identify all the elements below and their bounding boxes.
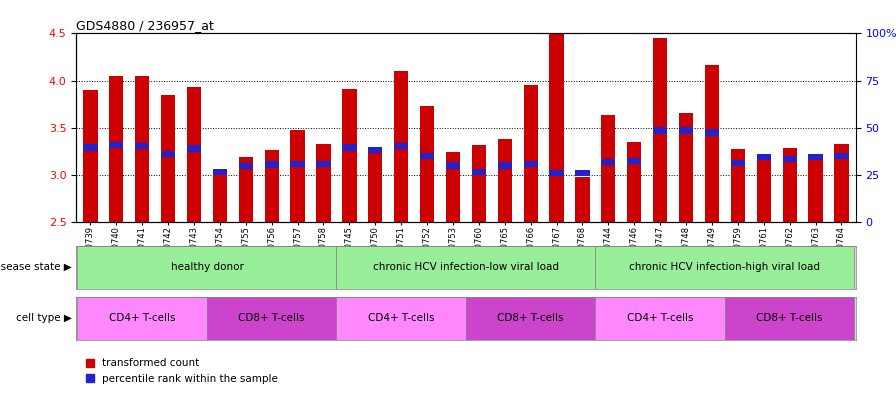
Bar bbox=[808, 154, 823, 222]
Bar bbox=[497, 162, 512, 169]
Bar bbox=[264, 151, 279, 222]
Bar bbox=[212, 173, 227, 222]
Text: CD4+ T-cells: CD4+ T-cells bbox=[109, 313, 176, 323]
Bar bbox=[238, 157, 253, 222]
Bar bbox=[808, 154, 823, 160]
Bar bbox=[497, 139, 512, 222]
Bar bbox=[446, 162, 460, 169]
Bar bbox=[77, 297, 207, 340]
Bar bbox=[368, 147, 383, 222]
Bar bbox=[472, 145, 486, 222]
Bar bbox=[653, 38, 668, 222]
Bar bbox=[731, 160, 745, 166]
Bar bbox=[394, 71, 409, 222]
Bar bbox=[238, 163, 253, 169]
Bar bbox=[466, 297, 596, 340]
Bar bbox=[472, 169, 486, 175]
Bar bbox=[316, 144, 331, 222]
Text: CD8+ T-cells: CD8+ T-cells bbox=[238, 313, 305, 323]
Bar bbox=[834, 153, 849, 159]
Bar bbox=[756, 154, 771, 160]
Bar bbox=[161, 95, 176, 222]
Bar bbox=[212, 169, 227, 175]
Text: cell type ▶: cell type ▶ bbox=[16, 313, 72, 323]
Bar bbox=[264, 162, 279, 167]
Bar bbox=[109, 141, 124, 148]
Bar bbox=[834, 144, 849, 222]
Bar bbox=[601, 159, 616, 165]
Bar bbox=[523, 85, 538, 222]
Text: chronic HCV infection-high viral load: chronic HCV infection-high viral load bbox=[629, 262, 821, 272]
Bar bbox=[342, 145, 357, 151]
Bar bbox=[782, 156, 797, 162]
Bar bbox=[653, 127, 668, 134]
Bar bbox=[187, 87, 201, 222]
Bar bbox=[135, 76, 150, 222]
Bar bbox=[290, 130, 305, 222]
Bar bbox=[77, 246, 336, 289]
Bar bbox=[523, 160, 538, 167]
Legend: transformed count, percentile rank within the sample: transformed count, percentile rank withi… bbox=[82, 354, 282, 388]
Bar bbox=[549, 33, 564, 222]
Text: healthy donor: healthy donor bbox=[170, 262, 244, 272]
Bar bbox=[207, 297, 336, 340]
Bar bbox=[187, 145, 201, 152]
Text: CD4+ T-cells: CD4+ T-cells bbox=[627, 313, 694, 323]
Bar bbox=[575, 170, 590, 176]
Bar bbox=[83, 145, 98, 151]
Text: CD8+ T-cells: CD8+ T-cells bbox=[756, 313, 823, 323]
Text: disease state ▶: disease state ▶ bbox=[0, 262, 72, 272]
Bar bbox=[705, 66, 719, 222]
Text: CD8+ T-cells: CD8+ T-cells bbox=[497, 313, 564, 323]
Bar bbox=[342, 89, 357, 222]
Bar bbox=[596, 246, 855, 289]
Bar bbox=[596, 297, 725, 340]
Bar bbox=[679, 127, 694, 134]
Bar bbox=[549, 170, 564, 176]
Bar bbox=[161, 151, 176, 157]
Text: chronic HCV infection-low viral load: chronic HCV infection-low viral load bbox=[373, 262, 559, 272]
Bar bbox=[705, 129, 719, 136]
Bar bbox=[575, 177, 590, 222]
Bar bbox=[782, 149, 797, 222]
Bar bbox=[336, 297, 466, 340]
Bar bbox=[627, 142, 642, 222]
Bar bbox=[290, 160, 305, 167]
Bar bbox=[109, 76, 124, 222]
Bar bbox=[756, 154, 771, 222]
Bar bbox=[83, 90, 98, 222]
Text: GDS4880 / 236957_at: GDS4880 / 236957_at bbox=[76, 19, 214, 32]
Bar bbox=[627, 158, 642, 164]
Bar bbox=[446, 152, 460, 222]
Bar bbox=[316, 160, 331, 167]
Bar bbox=[135, 143, 150, 149]
Text: CD4+ T-cells: CD4+ T-cells bbox=[368, 313, 435, 323]
Bar bbox=[420, 106, 435, 222]
Bar bbox=[731, 149, 745, 222]
Bar bbox=[679, 113, 694, 222]
Bar bbox=[725, 297, 855, 340]
Bar bbox=[601, 116, 616, 222]
Bar bbox=[368, 147, 383, 153]
Bar bbox=[336, 246, 596, 289]
Bar bbox=[394, 143, 409, 149]
Bar bbox=[420, 153, 435, 159]
